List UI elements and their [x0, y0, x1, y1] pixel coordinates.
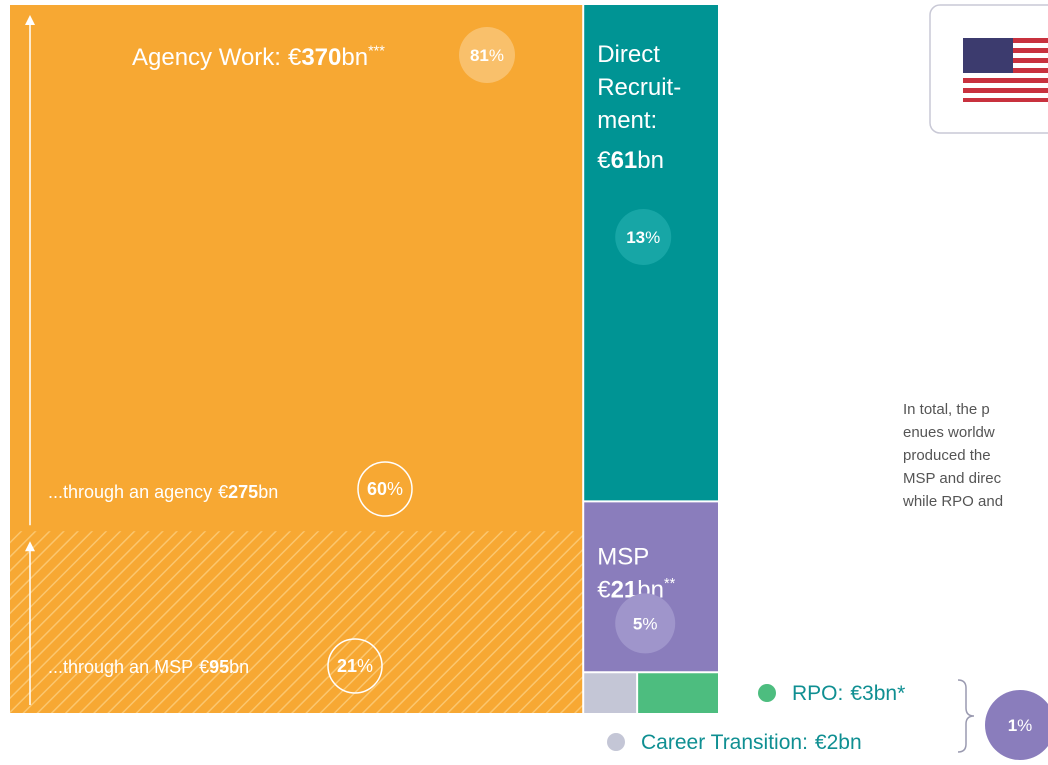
agency-percent [459, 27, 515, 83]
arrow-head [25, 15, 35, 25]
side-paragraph-line: enues worldw [903, 424, 995, 441]
label-part: bn [341, 44, 368, 71]
msp-percent-label: 5% [633, 614, 658, 633]
small-share-percent-label: 1% [1008, 716, 1033, 735]
legend-label: Career Transition: €2bn [641, 731, 862, 754]
direct-recruitment-percent [615, 209, 672, 265]
side-paragraph-line: MSP and direc [903, 470, 1002, 487]
through-msp-percent [327, 638, 383, 694]
career-transition-block [583, 672, 638, 713]
label-part: MSP [597, 543, 649, 570]
label-part: % [1017, 716, 1032, 735]
label-part: 1 [1008, 716, 1017, 735]
direct-recruitment-label: Recruit- [597, 74, 681, 101]
us-flag [963, 38, 1048, 102]
bracket [957, 679, 975, 753]
label-part: ...through an agency [48, 482, 212, 502]
side-paragraph-line: produced the [903, 447, 991, 464]
label-part: 3 [862, 682, 874, 705]
label-part: % [387, 479, 403, 499]
label-part: 13 [626, 228, 645, 247]
label-part: bn [229, 657, 249, 677]
label-part: bn [258, 482, 278, 502]
label-part: € [218, 482, 228, 502]
label-part: % [645, 228, 660, 247]
side-paragraph-line: while RPO and [902, 493, 1003, 510]
label-part: ...through an MSP [48, 657, 193, 677]
label-part: ment: [597, 107, 657, 134]
label-part: Agency Work: [132, 44, 281, 71]
rpo-block [637, 672, 718, 713]
label-part: Career Transition: [641, 731, 808, 754]
direct-recruitment-label: ment: [597, 107, 657, 134]
label-part: MSP and direc [903, 470, 1002, 487]
label-part: 5 [633, 614, 642, 633]
msp-label: MSP [597, 543, 649, 570]
label-part: In total, the p [903, 401, 990, 418]
label-part: € [288, 44, 302, 71]
label-part: while RPO and [902, 493, 1003, 510]
label-part: *** [368, 43, 385, 59]
label-part: bn [637, 147, 664, 174]
legend-dot [607, 733, 625, 751]
through-msp-label: ...through an MSP €95bn [48, 657, 249, 677]
through-agency-percent-label: 60% [367, 479, 403, 499]
direct-recruitment-label: Direct [597, 41, 660, 68]
side-paragraph-line: In total, the p [903, 401, 990, 418]
through-agency-block [10, 5, 584, 532]
label-part: % [642, 614, 657, 633]
label-part: ** [664, 576, 676, 592]
label-part: 2 [827, 731, 839, 754]
label-part: produced the [903, 447, 991, 464]
label-part: Recruit- [597, 74, 681, 101]
msp-percent [615, 593, 676, 654]
label-part: € [815, 731, 827, 754]
label-part: 21 [337, 656, 357, 676]
legend-label: RPO: €3bn* [792, 682, 905, 705]
through-agency-label: ...through an agency €275bn [48, 482, 278, 502]
label-part: bn [838, 731, 861, 754]
label-part: % [357, 656, 373, 676]
agency-percent-label: 81% [470, 46, 504, 65]
agency-work-label: Agency Work: €370bn*** [132, 43, 385, 71]
label-part: € [597, 147, 611, 174]
label-part: bn [874, 682, 897, 705]
label-part: Direct [597, 41, 660, 68]
through-agency-percent [357, 461, 413, 517]
legend-dot [758, 684, 776, 702]
label-part: 81 [470, 46, 489, 65]
small-share-percent [985, 690, 1048, 760]
direct-recruitment-value: €61bn [597, 147, 664, 174]
label-part: RPO: [792, 682, 843, 705]
arrow-head [25, 541, 35, 552]
through-msp-block [10, 531, 584, 713]
direct-recruitment-percent-label: 13% [626, 228, 660, 247]
label-part: € [199, 657, 209, 677]
through-msp-percent-label: 21% [337, 656, 373, 676]
label-part: 95 [209, 657, 229, 677]
label-part: 61 [611, 147, 638, 174]
label-part: 60 [367, 479, 387, 499]
label-part: * [897, 682, 905, 705]
label-part: € [597, 576, 611, 603]
label-part: 275 [228, 482, 258, 502]
label-part: % [489, 46, 504, 65]
label-part: enues worldw [903, 424, 995, 441]
label-part: € [850, 682, 862, 705]
label-part: 370 [301, 44, 341, 71]
